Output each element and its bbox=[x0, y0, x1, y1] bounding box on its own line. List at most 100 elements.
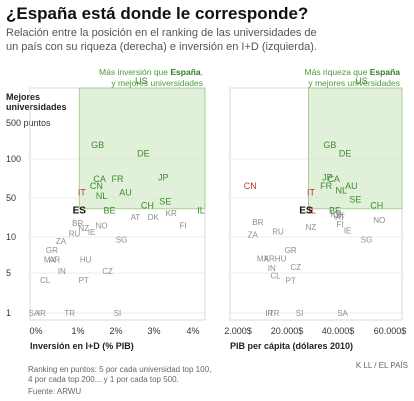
point-label-mx: MX bbox=[44, 255, 57, 264]
point-label-il: IL bbox=[197, 205, 205, 215]
point-label-cl: CL bbox=[40, 276, 51, 285]
note-line-2: 4 por cada top 200... y 1 por cada top 5… bbox=[28, 375, 179, 384]
point-label-us: US bbox=[135, 76, 148, 86]
point-label-de: DE bbox=[137, 149, 150, 159]
point-label-fi: FI bbox=[180, 222, 187, 231]
y-tick-label: 1 bbox=[6, 308, 11, 318]
point-label-br: BR bbox=[252, 218, 263, 227]
point-label-cz: CZ bbox=[290, 263, 301, 272]
highlight-region bbox=[78, 87, 206, 210]
highlight-annotation-line-2: y mejores universidades bbox=[111, 78, 203, 88]
point-label-si: SI bbox=[114, 309, 122, 318]
point-label-sg: SG bbox=[116, 236, 128, 245]
x-axis-title: PIB per cápita (dólares 2010) bbox=[230, 341, 353, 351]
y-tick-label: 100 bbox=[6, 154, 21, 164]
point-label-it: IT bbox=[307, 188, 316, 198]
x-tick-label: 4% bbox=[186, 326, 199, 336]
point-label-sa: SA bbox=[337, 309, 348, 318]
point-label-za: ZA bbox=[56, 237, 67, 246]
point-label-dk: DK bbox=[333, 211, 345, 220]
point-label-gr: GR bbox=[285, 246, 297, 255]
y-tick-label: 50 bbox=[6, 193, 16, 203]
highlight-region bbox=[308, 87, 403, 210]
point-label-cn: CN bbox=[90, 181, 103, 191]
point-label-ca: CA bbox=[327, 174, 340, 184]
point-label-cz: CZ bbox=[102, 267, 113, 276]
chart-title: ¿España está donde le corresponde? bbox=[6, 4, 308, 23]
point-label-fi: FI bbox=[336, 220, 343, 229]
point-label-no: NO bbox=[373, 216, 385, 225]
point-label-es: ES bbox=[73, 205, 87, 216]
point-label-fr: FR bbox=[320, 181, 332, 191]
x-tick-label: 2.000$ bbox=[224, 326, 252, 336]
point-label-au: AU bbox=[119, 188, 132, 198]
panel-rd-investment: Más inversión que España,y mejores unive… bbox=[29, 67, 206, 351]
point-label-gr: GR bbox=[46, 246, 58, 255]
point-label-mx: MX bbox=[257, 255, 270, 264]
x-tick-label: 40.000$ bbox=[322, 326, 355, 336]
point-label-ru: RU bbox=[272, 228, 284, 237]
point-label-gb: GB bbox=[91, 140, 104, 150]
highlight-annotation-line-1: Más riqueza que España bbox=[305, 67, 401, 77]
point-label-it: IT bbox=[78, 188, 87, 198]
point-label-be: BE bbox=[104, 205, 116, 215]
point-label-ar: AR bbox=[264, 255, 275, 264]
point-label-fr: FR bbox=[112, 174, 124, 184]
point-label-ar: AR bbox=[49, 255, 60, 264]
x-axis-title: Inversión en I+D (% PIB) bbox=[30, 341, 134, 351]
point-label-ch: CH bbox=[370, 200, 383, 210]
point-label-at: AT bbox=[335, 213, 345, 222]
point-label-de: DE bbox=[339, 149, 352, 159]
x-tick-label: 3% bbox=[147, 326, 160, 336]
y-tick-label: 5 bbox=[6, 268, 11, 278]
point-label-se: SE bbox=[159, 197, 171, 207]
point-label-sa: SA bbox=[29, 309, 40, 318]
y-axis-title-line-2: universidades bbox=[6, 102, 67, 112]
point-label-nl: NL bbox=[336, 186, 348, 196]
point-label-in: IN bbox=[58, 267, 66, 276]
point-label-sg: SG bbox=[361, 236, 373, 245]
source-label: Fuente: ARWU bbox=[28, 387, 81, 396]
subtitle-line-2: un país con su riqueza (derecha) e inver… bbox=[6, 41, 317, 53]
point-label-br: BR bbox=[72, 219, 83, 228]
point-label-se: SE bbox=[349, 194, 361, 204]
point-label-nl: NL bbox=[96, 191, 108, 201]
point-label-il: IL bbox=[308, 205, 316, 215]
point-label-cn: CN bbox=[244, 181, 257, 191]
point-label-jp: JP bbox=[322, 172, 333, 182]
point-label-be: BE bbox=[329, 205, 341, 215]
point-label-ca: CA bbox=[93, 174, 106, 184]
highlight-annotation-line-1: Más inversión que España, bbox=[99, 67, 203, 77]
y-tick-label: 10 bbox=[6, 232, 16, 242]
x-tick-label: 60.000$ bbox=[374, 326, 407, 336]
point-label-ie: IE bbox=[344, 227, 352, 236]
x-tick-label: 20.000$ bbox=[271, 326, 304, 336]
note-line-1: Ranking en puntos: 5 por cada universida… bbox=[28, 365, 211, 374]
point-label-tr: TR bbox=[269, 309, 280, 318]
point-label-kr: KR bbox=[331, 210, 342, 219]
highlight-annotation-line-2: y mejores universidades bbox=[308, 78, 400, 88]
point-label-es: ES bbox=[299, 205, 313, 216]
point-label-at: AT bbox=[131, 213, 141, 222]
point-label-za: ZA bbox=[248, 231, 259, 240]
point-label-ir: IR bbox=[265, 309, 273, 318]
point-label-gb: GB bbox=[323, 140, 336, 150]
y-axis-title-line-1: Mejores bbox=[6, 92, 40, 102]
point-label-si: SI bbox=[296, 309, 304, 318]
x-tick-label: 0% bbox=[29, 326, 42, 336]
point-label-in: IN bbox=[268, 264, 276, 273]
point-label-tr: TR bbox=[64, 309, 75, 318]
point-label-ch: CH bbox=[141, 200, 154, 210]
point-label-kr: KR bbox=[166, 209, 177, 218]
point-label-nz: NZ bbox=[78, 224, 89, 233]
point-label-dk: DK bbox=[148, 213, 160, 222]
subtitle-line-1: Relación entre la posición en el ranking… bbox=[6, 27, 317, 39]
point-label-pt: PT bbox=[286, 276, 296, 285]
credit-label: K LL / EL PAÍS bbox=[356, 361, 408, 370]
point-label-jp: JP bbox=[158, 172, 169, 182]
point-label-ru: RU bbox=[69, 230, 81, 239]
point-label-us: US bbox=[355, 76, 368, 86]
x-tick-label: 1% bbox=[71, 326, 84, 336]
